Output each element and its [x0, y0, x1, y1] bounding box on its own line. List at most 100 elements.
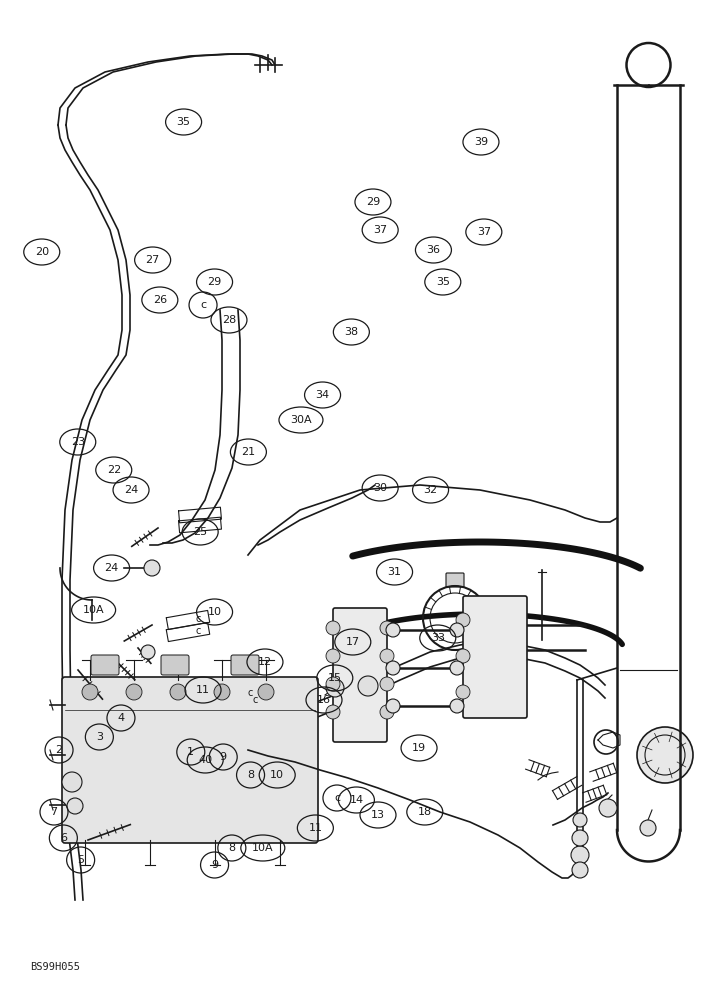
Circle shape: [450, 623, 464, 637]
Text: 17: 17: [346, 637, 360, 647]
Circle shape: [358, 676, 378, 696]
Circle shape: [572, 830, 588, 846]
Text: 7: 7: [50, 807, 58, 817]
Text: BS99H055: BS99H055: [30, 962, 80, 972]
Circle shape: [214, 684, 230, 700]
Text: 33: 33: [431, 633, 445, 643]
Text: 3: 3: [96, 732, 103, 742]
Text: 26: 26: [153, 295, 167, 305]
Circle shape: [456, 613, 470, 627]
Text: 38: 38: [344, 327, 359, 337]
Circle shape: [170, 684, 186, 700]
Circle shape: [82, 684, 98, 700]
FancyBboxPatch shape: [463, 596, 527, 718]
FancyBboxPatch shape: [161, 655, 189, 675]
Text: 25: 25: [193, 527, 207, 537]
Circle shape: [572, 862, 588, 878]
Circle shape: [326, 649, 340, 663]
Circle shape: [141, 645, 155, 659]
Circle shape: [380, 649, 394, 663]
Circle shape: [326, 621, 340, 635]
Text: 30A: 30A: [290, 415, 312, 425]
Circle shape: [386, 623, 400, 637]
Text: 8: 8: [247, 770, 254, 780]
Circle shape: [67, 798, 83, 814]
Circle shape: [380, 621, 394, 635]
Text: 5: 5: [77, 855, 84, 865]
Text: 22: 22: [107, 465, 121, 475]
Text: 1: 1: [187, 747, 194, 757]
Text: c: c: [195, 626, 201, 636]
Circle shape: [450, 661, 464, 675]
Text: 10A: 10A: [252, 843, 274, 853]
Text: 24: 24: [124, 485, 138, 495]
Text: c: c: [334, 793, 340, 803]
Text: 28: 28: [222, 315, 236, 325]
Text: 34: 34: [315, 390, 330, 400]
Circle shape: [637, 727, 693, 783]
Text: c: c: [247, 688, 253, 698]
Circle shape: [380, 677, 394, 691]
Text: 36: 36: [426, 245, 441, 255]
Text: 35: 35: [436, 277, 450, 287]
Text: 29: 29: [207, 277, 222, 287]
Text: 35: 35: [176, 117, 191, 127]
FancyBboxPatch shape: [91, 655, 119, 675]
Text: 19: 19: [412, 743, 426, 753]
Text: 29: 29: [366, 197, 380, 207]
Text: 11: 11: [196, 685, 210, 695]
Text: 10A: 10A: [83, 605, 104, 615]
Text: 27: 27: [145, 255, 160, 265]
Text: 39: 39: [474, 137, 488, 147]
Text: c: c: [200, 300, 206, 310]
Circle shape: [386, 661, 400, 675]
Text: 10: 10: [207, 607, 222, 617]
Circle shape: [640, 820, 656, 836]
Text: 20: 20: [35, 247, 49, 257]
Circle shape: [380, 705, 394, 719]
Circle shape: [456, 685, 470, 699]
Text: 24: 24: [104, 563, 119, 573]
Circle shape: [456, 649, 470, 663]
Text: 11: 11: [308, 823, 323, 833]
Circle shape: [326, 679, 344, 697]
Text: 21: 21: [241, 447, 256, 457]
Text: 9: 9: [220, 752, 227, 762]
Circle shape: [571, 846, 589, 864]
Circle shape: [573, 813, 587, 827]
Text: 13: 13: [371, 810, 385, 820]
FancyBboxPatch shape: [231, 655, 259, 675]
Text: 2: 2: [55, 745, 63, 755]
Circle shape: [450, 699, 464, 713]
Circle shape: [258, 684, 274, 700]
Circle shape: [126, 684, 142, 700]
Circle shape: [62, 772, 82, 792]
Circle shape: [386, 699, 400, 713]
Circle shape: [326, 677, 340, 691]
Circle shape: [144, 560, 160, 576]
Text: 12: 12: [258, 657, 272, 667]
Text: 4: 4: [117, 713, 125, 723]
Text: 15: 15: [328, 673, 342, 683]
Text: c: c: [252, 695, 258, 705]
FancyBboxPatch shape: [62, 677, 318, 843]
Text: 18: 18: [418, 807, 432, 817]
Text: 10: 10: [270, 770, 284, 780]
Text: c: c: [195, 614, 201, 624]
Text: 9: 9: [211, 860, 218, 870]
FancyBboxPatch shape: [446, 573, 464, 587]
Text: 16: 16: [317, 695, 331, 705]
Circle shape: [599, 799, 617, 817]
Text: 23: 23: [71, 437, 85, 447]
Text: 40: 40: [198, 755, 212, 765]
Text: 8: 8: [228, 843, 235, 853]
Text: 30: 30: [373, 483, 387, 493]
Circle shape: [326, 705, 340, 719]
Text: 32: 32: [423, 485, 438, 495]
Text: 31: 31: [387, 567, 402, 577]
FancyBboxPatch shape: [333, 608, 387, 742]
Text: 37: 37: [373, 225, 387, 235]
Text: 37: 37: [477, 227, 491, 237]
Text: 14: 14: [349, 795, 364, 805]
Text: 6: 6: [60, 833, 67, 843]
